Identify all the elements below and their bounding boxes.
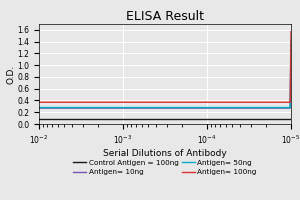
Line: Antigen= 10ng: Antigen= 10ng — [39, 53, 291, 108]
Antigen= 100ng — [38, 101, 42, 103]
Antigen= 10ng — [37, 107, 41, 109]
Antigen= 10ng — [186, 107, 190, 109]
Antigen= 100ng — [37, 101, 41, 103]
Control Antigen = 100ng — [37, 118, 41, 120]
Antigen= 50ng — [186, 106, 190, 109]
Antigen= 10ng — [191, 107, 195, 109]
Antigen= 100ng — [250, 101, 253, 103]
Control Antigen = 100ng — [187, 118, 191, 120]
Antigen= 10ng — [266, 107, 269, 109]
Control Antigen = 100ng — [38, 118, 42, 120]
Legend: Control Antigen = 100ng, Antigen= 10ng, Antigen= 50ng, Antigen= 100ng: Control Antigen = 100ng, Antigen= 10ng, … — [74, 160, 256, 175]
Antigen= 10ng — [187, 107, 191, 109]
Antigen= 100ng — [289, 30, 293, 33]
Antigen= 50ng — [289, 39, 293, 42]
Antigen= 10ng — [250, 107, 253, 109]
Antigen= 100ng — [186, 101, 190, 103]
Title: ELISA Result: ELISA Result — [126, 10, 204, 23]
Control Antigen = 100ng — [250, 118, 253, 120]
Antigen= 50ng — [250, 106, 253, 109]
Y-axis label: O.D.: O.D. — [7, 64, 16, 84]
Line: Antigen= 50ng: Antigen= 50ng — [39, 40, 291, 108]
Control Antigen = 100ng — [186, 118, 190, 120]
Antigen= 100ng — [191, 101, 195, 103]
Antigen= 50ng — [187, 106, 191, 109]
Antigen= 10ng — [38, 107, 42, 109]
Antigen= 100ng — [187, 101, 191, 103]
Antigen= 10ng — [289, 52, 293, 54]
Antigen= 50ng — [37, 106, 41, 109]
Antigen= 50ng — [266, 106, 269, 109]
Antigen= 100ng — [266, 101, 269, 103]
Control Antigen = 100ng — [289, 118, 293, 120]
Line: Antigen= 100ng: Antigen= 100ng — [39, 32, 291, 102]
Antigen= 50ng — [38, 106, 42, 109]
Antigen= 50ng — [191, 106, 195, 109]
Control Antigen = 100ng — [266, 118, 269, 120]
X-axis label: Serial Dilutions of Antibody: Serial Dilutions of Antibody — [103, 149, 227, 158]
Control Antigen = 100ng — [191, 118, 195, 120]
